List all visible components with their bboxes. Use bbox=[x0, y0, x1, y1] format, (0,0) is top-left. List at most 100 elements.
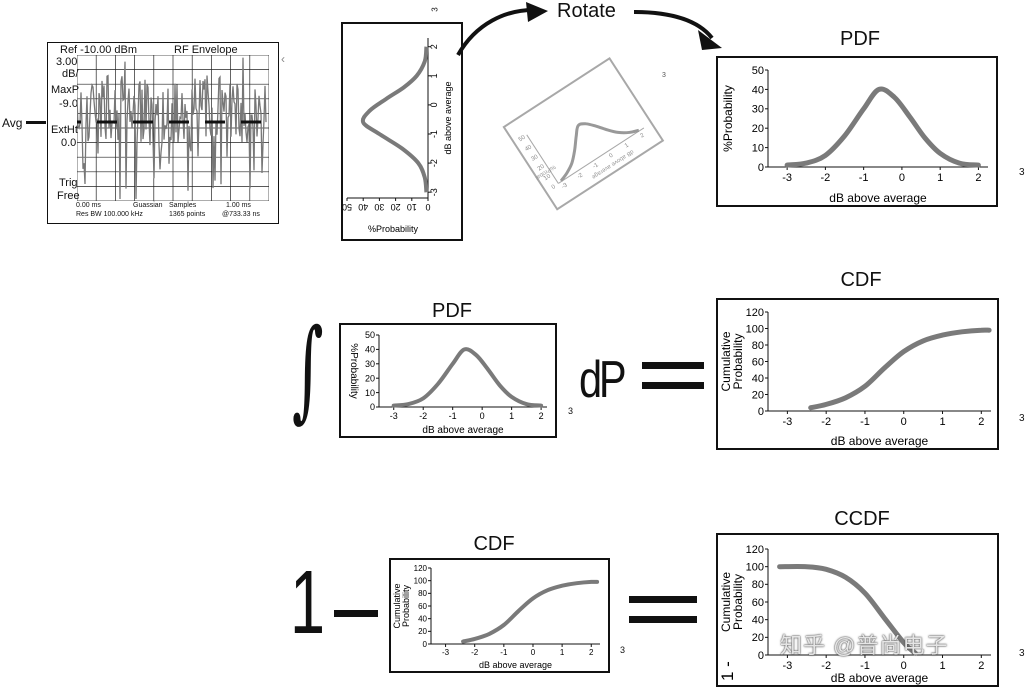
analyzer-maxp: MaxP bbox=[51, 84, 80, 96]
rotated-pdf-plot: -3 -2 -1 0 1 2 50 40 30 20 10 0 %Probability dB ab… bbox=[502, 57, 665, 211]
x-tick-label: -1 bbox=[860, 416, 870, 428]
y-tick-label: 20 bbox=[752, 389, 764, 401]
ccdf-panel: 120 100 80 60 40 20 0 -3 -2 -1 0 1 2 dB above average… bbox=[716, 533, 999, 687]
x-tick-label: 0 bbox=[901, 660, 907, 672]
curve-line bbox=[784, 86, 981, 168]
pdf-top-title: PDF bbox=[840, 28, 880, 50]
rotated-db-tick: 0 bbox=[608, 152, 615, 159]
y-tick-label: 20 bbox=[365, 373, 375, 383]
y-axis-label: %Probability bbox=[348, 343, 359, 399]
y-axis-label-line1: Cumulative bbox=[719, 331, 733, 391]
x-tick-label: -3 bbox=[442, 648, 450, 657]
x-tick-label: 1 bbox=[939, 660, 945, 672]
dp-label: dP bbox=[579, 351, 627, 409]
rotated-db-tick: -3 bbox=[561, 182, 569, 190]
y-tick-label: 0 bbox=[423, 640, 428, 649]
x-tick-label: -2 bbox=[821, 416, 831, 428]
one-label: 1 bbox=[290, 553, 326, 653]
vertical-x-tick: 50 bbox=[343, 202, 352, 212]
integral-symbol: ∫ bbox=[292, 305, 324, 433]
vertical-y-tick: -3 bbox=[429, 188, 439, 196]
x-tick-label: 1 bbox=[560, 648, 565, 657]
y-tick-label: 60 bbox=[752, 356, 764, 368]
minus-symbol bbox=[334, 610, 378, 617]
x-tick-label: -2 bbox=[821, 172, 831, 184]
y-tick-label: 10 bbox=[365, 388, 375, 398]
pdf-mid-extra-tick: 3 bbox=[568, 406, 574, 416]
x-tick-label: -3 bbox=[390, 411, 398, 421]
vertical-x-tick: 20 bbox=[391, 202, 401, 212]
rotate-arrow bbox=[456, 2, 722, 56]
x-tick-label: 1 bbox=[509, 411, 514, 421]
analyzer-stop: 1.00 ms bbox=[226, 202, 251, 209]
y-tick-label: 40 bbox=[365, 345, 375, 355]
y-tick-label: 0 bbox=[370, 402, 375, 412]
rotated-prob-tick: 10 bbox=[543, 173, 552, 182]
analyzer-extht: ExtHt bbox=[51, 124, 78, 136]
pdf-top-panel: 50 40 30 20 10 0 -3 -2 -1 0 1 2 dB above average %Pro… bbox=[716, 56, 998, 207]
rotated-db-tick: 1 bbox=[624, 142, 631, 149]
rotated-prob-tick: 30 bbox=[530, 154, 539, 163]
analyzer-points: 1365 points bbox=[169, 211, 206, 218]
vertical-corner-tick: 3 bbox=[430, 7, 440, 12]
y-tick-label: 0 bbox=[758, 162, 764, 174]
pdf-mid-panel: 50 40 30 20 10 0 -3 -2 -1 0 1 2 dB above average %Pro… bbox=[339, 323, 557, 438]
rotated-db-tick: -1 bbox=[592, 162, 600, 170]
x-tick-label: 2 bbox=[589, 648, 594, 657]
vertical-x-tick: 10 bbox=[407, 202, 417, 212]
x-tick-label: 0 bbox=[480, 411, 485, 421]
analyzer-scale1: 3.00 bbox=[56, 56, 78, 68]
x-axis-label: dB above average bbox=[479, 660, 552, 670]
y-tick-label: 0 bbox=[758, 406, 764, 418]
y-tick-label: 120 bbox=[746, 544, 764, 556]
avg-label: Avg bbox=[2, 116, 23, 130]
watermark: 知乎 @普尚电子 bbox=[780, 633, 949, 658]
y-tick-label: 10 bbox=[752, 142, 764, 154]
cdf-bot-panel: 120 100 80 60 40 20 0 -3 -2 -1 0 1 2 dB above average… bbox=[389, 558, 610, 673]
x-tick-label: -1 bbox=[500, 648, 508, 657]
vertical-x-tick: 40 bbox=[358, 202, 368, 212]
y-tick-label: 80 bbox=[752, 340, 764, 352]
x-axis-label: dB above average bbox=[829, 191, 927, 205]
y-axis-label-line2: Probability bbox=[731, 333, 745, 389]
cdf-mid-panel: 120 100 80 60 40 20 0 -3 -2 -1 0 1 2 dB above average… bbox=[716, 298, 999, 450]
analyzer-scale2: dB/ bbox=[62, 68, 79, 80]
cdf-mid-extra-tick: 3 bbox=[1019, 413, 1025, 424]
pdf-mid-title: PDF bbox=[432, 300, 472, 322]
y-tick-label: 60 bbox=[418, 602, 427, 611]
x-tick-label: -3 bbox=[783, 660, 793, 672]
y-tick-label: 100 bbox=[746, 562, 764, 574]
analyzer-chevron-icon: ‹ bbox=[281, 52, 285, 66]
y-tick-label: 120 bbox=[414, 564, 428, 573]
rotated-prob-tick: 50 bbox=[518, 134, 527, 143]
analyzer-screen: Ref -10.00 dBm RF Envelope 3.00 dB/ MaxP… bbox=[47, 42, 279, 224]
y-tick-label: 100 bbox=[414, 576, 428, 585]
rotated-prob-tick: 40 bbox=[524, 144, 533, 153]
vertical-ylabel: dB above average bbox=[443, 81, 453, 154]
y-tick-label: 40 bbox=[418, 614, 427, 623]
y-tick-label: 40 bbox=[752, 373, 764, 385]
x-tick-label: -2 bbox=[821, 660, 831, 672]
analyzer-trace bbox=[77, 55, 269, 201]
rotated-db-tick: -2 bbox=[576, 172, 584, 180]
x-tick-label: -1 bbox=[859, 172, 869, 184]
avg-marker bbox=[26, 121, 46, 124]
cdf-bot-title: CDF bbox=[473, 533, 515, 555]
rotated-db-tick: 2 bbox=[639, 132, 646, 139]
y-axis-label-line1: Cumulative bbox=[719, 572, 733, 632]
vertical-y-tick: 0 bbox=[429, 102, 439, 107]
analyzer-samples: Samples bbox=[169, 202, 197, 209]
equals-bot bbox=[629, 596, 697, 626]
ccdf-extra-tick: 3 bbox=[1019, 648, 1025, 659]
curve-line bbox=[808, 327, 992, 411]
x-tick-label: -1 bbox=[449, 411, 457, 421]
vertical-y-tick: 2 bbox=[429, 44, 439, 49]
y-tick-label: 30 bbox=[752, 104, 764, 116]
analyzer-start: 0.00 ms bbox=[76, 202, 101, 209]
y-tick-label: 50 bbox=[365, 330, 375, 340]
x-axis-label: dB above average bbox=[831, 434, 929, 448]
analyzer-extht-val: 0.0 bbox=[61, 137, 77, 149]
vertical-xlabel: %Probability bbox=[368, 224, 419, 234]
x-tick-label: 1 bbox=[939, 416, 945, 428]
y-tick-label: 0 bbox=[758, 650, 764, 662]
